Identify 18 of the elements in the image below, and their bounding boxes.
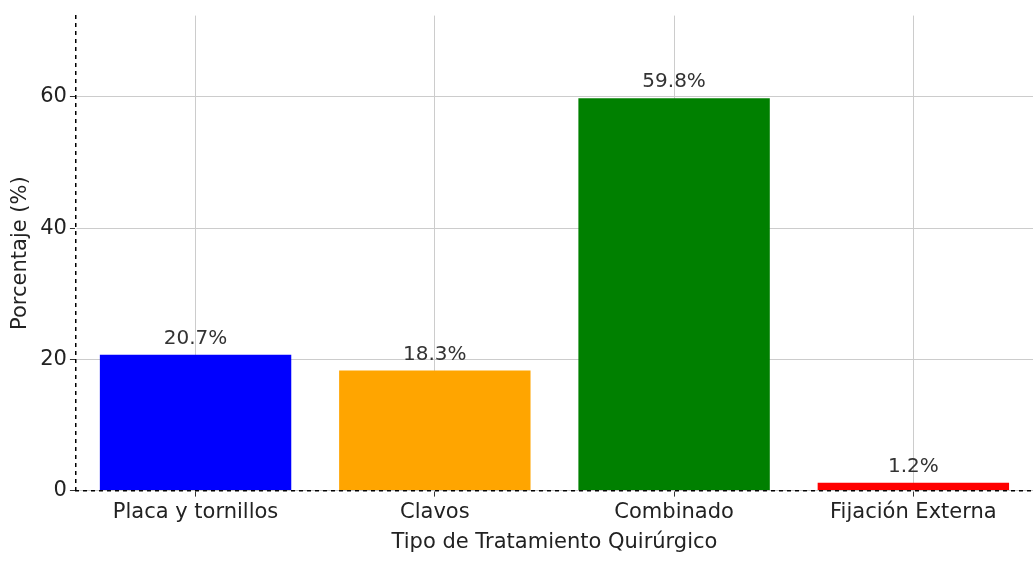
data-label: 1.2% — [887, 452, 939, 477]
bar — [817, 482, 1010, 491]
x-tick-label: Fijación Externa — [830, 498, 997, 523]
data-label: 59.8% — [642, 68, 706, 93]
bar — [578, 98, 770, 491]
data-label: 18.3% — [403, 340, 467, 365]
y-tick-label: 60 — [40, 83, 67, 108]
bar — [339, 370, 531, 491]
x-tick-label: Placa y tornillos — [112, 498, 279, 523]
y-axis-title: Porcentaje (%) — [7, 176, 32, 330]
x-tick-label: Clavos — [400, 498, 470, 523]
data-label: 20.7% — [163, 325, 228, 349]
y-tick-label: 0 — [53, 477, 67, 502]
x-tick-label: Combinado — [614, 498, 734, 523]
y-tick-label: 40 — [40, 214, 67, 239]
x-axis-title: Tipo de Tratamiento Quirúrgico — [390, 528, 718, 553]
bar — [99, 354, 292, 491]
y-tick-label: 20 — [40, 345, 67, 370]
